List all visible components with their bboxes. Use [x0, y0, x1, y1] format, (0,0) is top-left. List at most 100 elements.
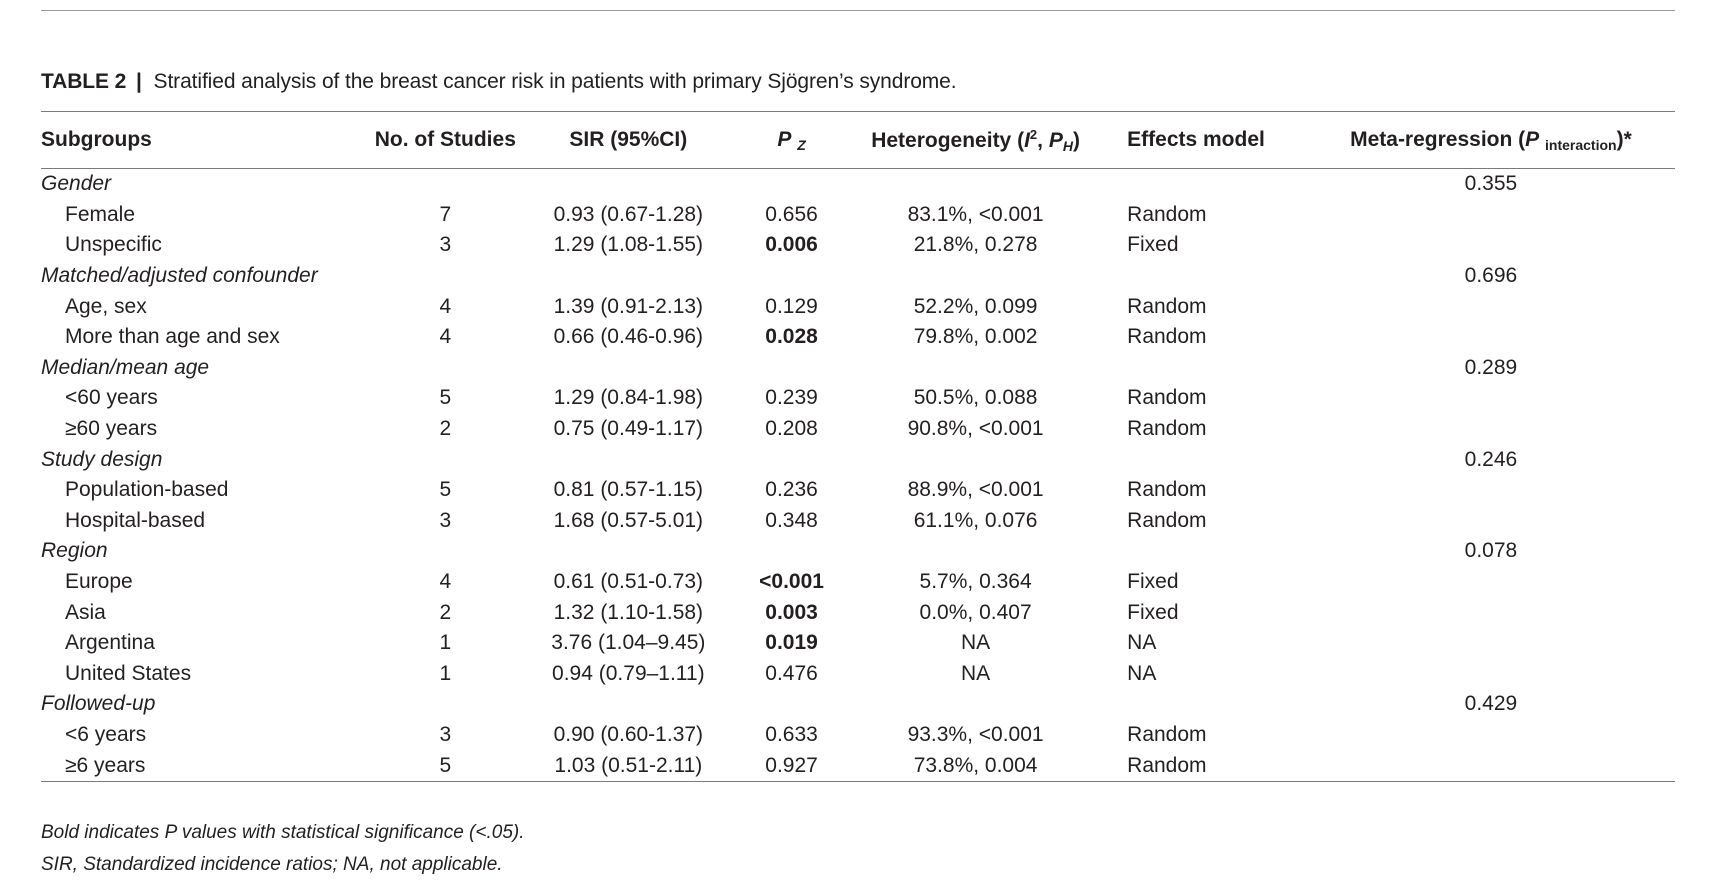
table-row: Female 7 0.93 (0.67-1.28) 0.656 83.1%, <0.00… [41, 200, 1675, 231]
sir-value: 1.39 (0.91-2.13) [553, 294, 704, 318]
heterogeneity-value: 50.5%, 0.088 [913, 386, 1038, 410]
pz-value: 0.633 [765, 722, 818, 746]
effects-model-value: Random [1127, 294, 1207, 318]
group-row: Median/mean age 0.289 [41, 353, 1675, 384]
table-row: Hospital-based 3 1.68 (0.57-5.01) 0.348 61.1… [41, 506, 1675, 537]
table-row: Age, sex 4 1.39 (0.91-2.13) 0.129 52.2%, 0.0… [41, 291, 1675, 322]
pz-value: 0.006 [765, 233, 818, 257]
subgroup-label: Age, sex [65, 294, 147, 318]
empty-cell [1307, 414, 1675, 445]
table-body: Gender 0.355 Female 7 0.93 (0.67-1.28) 0.656 8… [41, 169, 1675, 782]
header-row: Subgroups No. of Studies SIR (95%CI) P Z… [41, 111, 1675, 169]
empty-cell [1307, 291, 1675, 322]
empty-cell [1107, 353, 1307, 384]
header-het-p: P [1048, 128, 1063, 152]
studies-count: 5 [439, 386, 452, 410]
heterogeneity-value: 79.8%, 0.002 [913, 325, 1038, 349]
empty-cell [1307, 567, 1675, 598]
empty-cell [1107, 689, 1307, 720]
header-meta-regression: Meta-regression (P interaction)* [1306, 111, 1675, 169]
sir-value: 0.61 (0.51-0.73) [553, 570, 704, 594]
pz-value: 0.019 [765, 631, 818, 655]
meta-regression-value: 0.289 [1464, 355, 1518, 379]
table-row: Population-based 5 0.81 (0.57-1.15) 0.236 88… [41, 475, 1675, 506]
empty-cell [739, 261, 844, 292]
header-pz: P Z [739, 111, 845, 169]
table-row: Europe 4 0.61 (0.51-0.73) <0.001 5.7%, 0.364… [41, 567, 1675, 598]
header-heterogeneity: Heterogeneity (I2, PH) [844, 111, 1108, 169]
effects-model-value: Fixed [1127, 570, 1179, 594]
empty-cell [844, 689, 1107, 720]
sir-value: 3.76 (1.04–9.45) [551, 631, 706, 655]
pz-value: 0.028 [765, 325, 818, 349]
group-row: Matched/adjusted confounder 0.696 [41, 261, 1675, 292]
studies-count: 1 [439, 661, 452, 685]
group-row: Study design 0.246 [41, 444, 1675, 475]
header-het-sep: , [1037, 128, 1049, 152]
subgroup-label: Unspecific [65, 233, 162, 257]
group-row: Followed-up 0.429 [41, 689, 1675, 720]
header-het-p-sub: H [1062, 137, 1073, 154]
effects-model-value: Fixed [1127, 233, 1179, 257]
empty-cell [1307, 383, 1675, 414]
header-subgroups: Subgroups [41, 111, 374, 169]
studies-count: 2 [439, 417, 452, 441]
table-row: <6 years 3 0.90 (0.60-1.37) 0.633 93.3%, <0.… [41, 720, 1675, 751]
header-het-suffix: ) [1072, 128, 1080, 152]
table-row: United States 1 0.94 (0.79–1.11) 0.476 NA NA [41, 659, 1675, 690]
empty-cell [373, 536, 518, 567]
empty-cell [844, 444, 1107, 475]
sir-value: 1.68 (0.57-5.01) [553, 508, 704, 532]
empty-cell [844, 536, 1107, 567]
empty-cell [1307, 720, 1675, 751]
studies-count: 1 [439, 631, 452, 655]
subgroup-label: ≥6 years [41, 750, 374, 782]
subgroup-label: Asia [65, 600, 106, 624]
empty-cell [1307, 322, 1675, 353]
sir-value: 1.32 (1.10-1.58) [553, 600, 704, 624]
pz-value: 0.239 [765, 386, 818, 410]
sir-value: 0.94 (0.79–1.11) [552, 661, 705, 685]
empty-cell [1107, 169, 1307, 200]
pz-value: 0.927 [739, 750, 845, 782]
studies-count: 4 [439, 570, 452, 594]
empty-cell [373, 169, 518, 200]
header-het-i-sup: 2 [1029, 126, 1038, 142]
sir-value: 0.90 (0.60-1.37) [553, 722, 704, 746]
header-meta-prefix: Meta-regression ( [1350, 127, 1526, 151]
sir-value: 1.29 (1.08-1.55) [553, 233, 704, 257]
effects-model-value: Random [1107, 750, 1307, 782]
empty-cell [373, 689, 518, 720]
empty-cell [1107, 261, 1307, 292]
empty-cell [373, 444, 518, 475]
empty-cell [739, 536, 844, 567]
group-label: Followed-up [41, 692, 156, 716]
table-row: More than age and sex 4 0.66 (0.46-0.96) 0.… [41, 322, 1675, 353]
empty-cell [518, 261, 740, 292]
group-row: Gender 0.355 [41, 169, 1675, 200]
footnotes: Bold indicates P values with statistical… [41, 817, 525, 881]
table-row: Argentina 1 3.76 (1.04–9.45) 0.019 NA NA [41, 628, 1675, 659]
header-meta-sub: interaction [1545, 136, 1617, 153]
heterogeneity-value: 83.1%, <0.001 [907, 202, 1044, 226]
heterogeneity-value: 5.7%, 0.364 [919, 570, 1032, 594]
empty-cell [1107, 444, 1307, 475]
empty-cell [1307, 597, 1675, 628]
header-het-prefix: Heterogeneity ( [871, 128, 1025, 152]
table-caption: TABLE 2 | Stratified analysis of the bre… [41, 70, 957, 94]
subgroup-label: Europe [65, 570, 133, 594]
empty-cell [1307, 475, 1675, 506]
empty-cell [518, 689, 740, 720]
empty-cell [1307, 628, 1675, 659]
effects-model-value: NA [1127, 631, 1157, 655]
header-studies: No. of Studies [373, 111, 518, 169]
empty-cell [844, 353, 1107, 384]
empty-cell [518, 353, 740, 384]
table-row: Unspecific 3 1.29 (1.08-1.55) 0.006 21.8%, 0… [41, 230, 1675, 261]
meta-regression-value: 0.429 [1464, 692, 1518, 716]
heterogeneity-value: NA [960, 631, 991, 655]
pz-value: 0.129 [765, 294, 818, 318]
header-pz-main: P [777, 127, 792, 151]
empty-cell [1307, 200, 1675, 231]
sir-value: 1.29 (0.84-1.98) [553, 386, 704, 410]
